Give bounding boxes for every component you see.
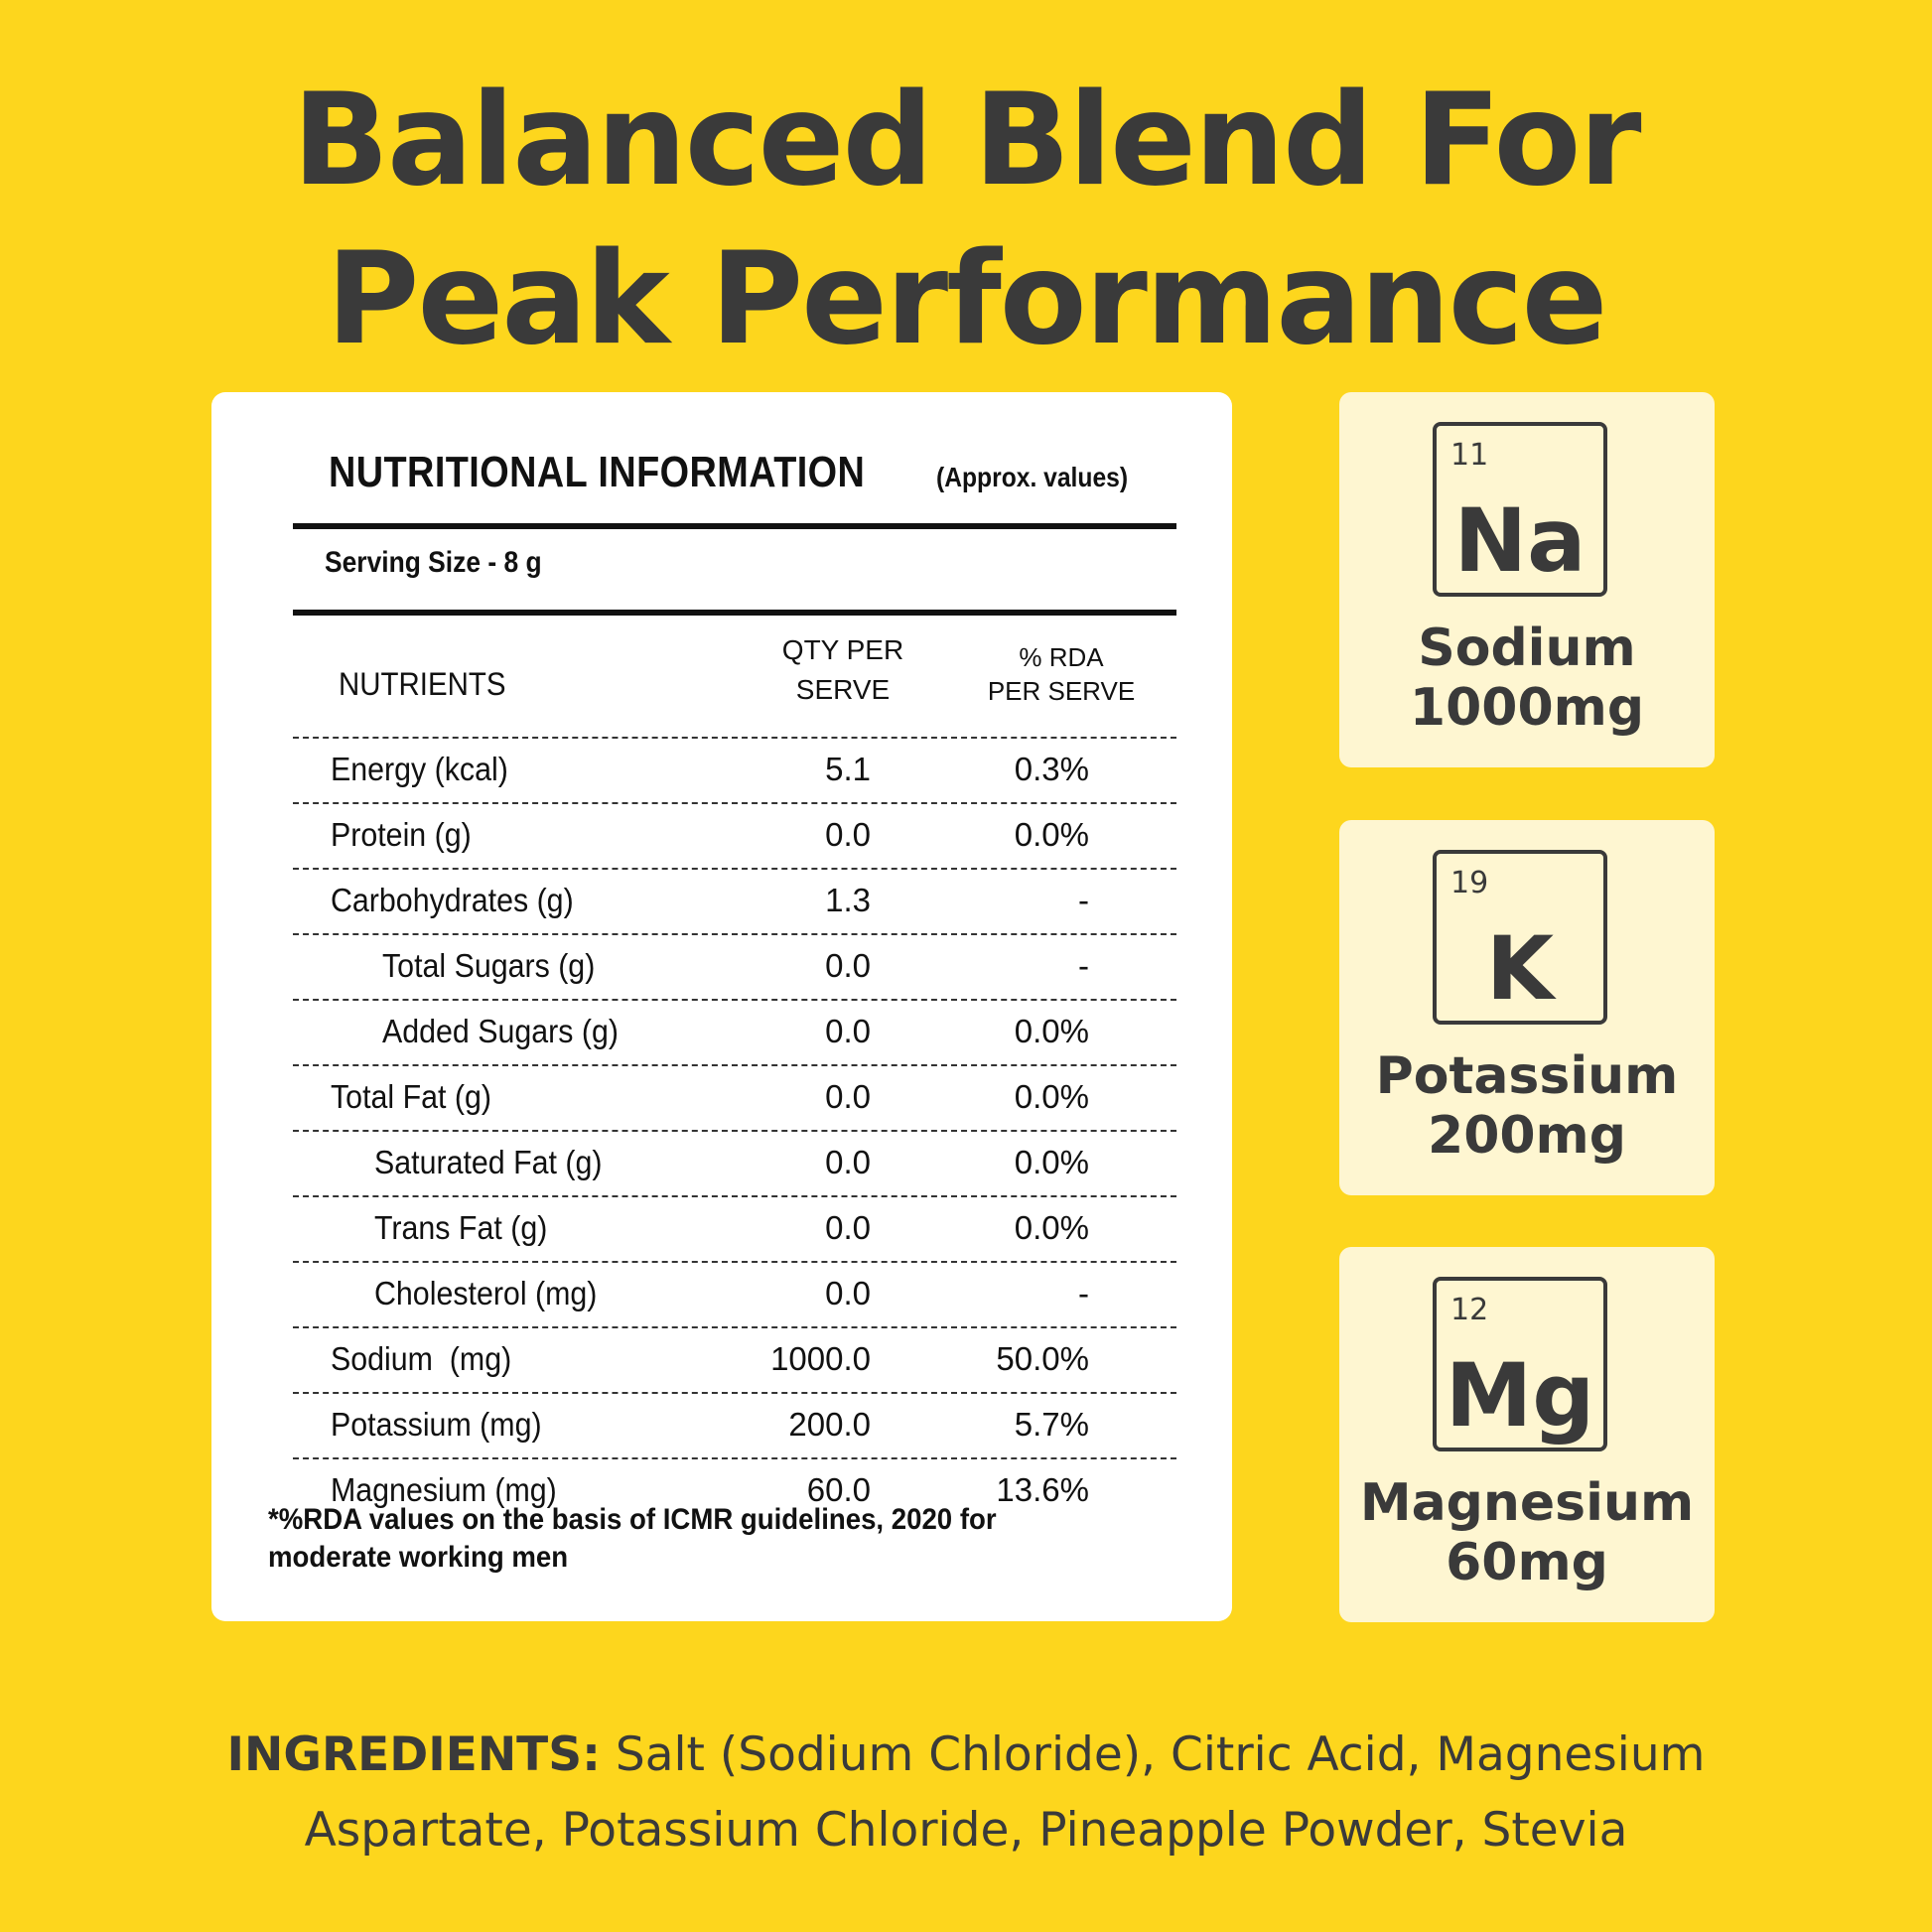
table-row: Sodium (mg) 1000.0 50.0% <box>293 1326 1176 1392</box>
row-nutrient: Saturated Fat (g) <box>374 1144 603 1180</box>
ingredients: INGREDIENTS: Salt (Sodium Chloride), Cit… <box>0 1718 1932 1868</box>
mineral-name: Magnesium <box>1359 1473 1695 1533</box>
row-nutrient: Trans Fat (g) <box>374 1209 548 1246</box>
header-rda-line-1: % RDA <box>1019 642 1104 672</box>
mineral-card-magnesium: 12 Mg Magnesium 60mg <box>1339 1247 1715 1622</box>
mineral-card-sodium: 11 Na Sodium 1000mg <box>1339 392 1715 767</box>
row-rda: 13.6% <box>996 1471 1089 1508</box>
serving-size: Serving Size - 8 g <box>325 546 542 579</box>
atomic-number: 19 <box>1450 866 1489 900</box>
row-rda: 0.0% <box>1014 1013 1089 1049</box>
row-qty: 1000.0 <box>770 1340 871 1377</box>
table-row: Energy (kcal) 5.1 0.3% <box>293 737 1176 802</box>
header-qty-line-1: QTY PER <box>781 634 904 665</box>
header-qty-line-2: SERVE <box>795 674 891 705</box>
row-rda: - <box>1078 947 1089 984</box>
row-rda: 0.0% <box>1014 1144 1089 1180</box>
mineral-name: Sodium <box>1418 619 1636 678</box>
divider-rule <box>293 610 1176 616</box>
element-tile-potassium: 19 K <box>1433 850 1607 1025</box>
row-qty: 200.0 <box>788 1406 871 1443</box>
divider-rule <box>293 523 1176 529</box>
table-row: Trans Fat (g) 0.0 0.0% <box>293 1195 1176 1261</box>
row-rda: 0.0% <box>1014 1078 1089 1115</box>
row-rda: 0.0% <box>1014 816 1089 853</box>
headline-line-1: Balanced Blend For <box>292 67 1641 214</box>
nutrition-panel: NUTRITIONAL INFORMATION (Approx. values)… <box>211 392 1232 1621</box>
atomic-number: 11 <box>1450 438 1489 473</box>
nutrition-title: NUTRITIONAL INFORMATION <box>329 448 866 496</box>
table-row: Cholesterol (mg) 0.0 - <box>293 1261 1176 1326</box>
row-rda: - <box>1078 1275 1089 1311</box>
table-row: Added Sugars (g) 0.0 0.0% <box>293 999 1176 1064</box>
row-nutrient: Added Sugars (g) <box>382 1013 619 1049</box>
row-nutrient: Energy (kcal) <box>331 751 508 787</box>
row-qty: 5.1 <box>825 751 871 787</box>
table-row: Carbohydrates (g) 1.3 - <box>293 868 1176 933</box>
element-tile-magnesium: 12 Mg <box>1433 1277 1607 1451</box>
mineral-card-potassium: 19 K Potassium 200mg <box>1339 820 1715 1195</box>
row-qty: 0.0 <box>825 816 871 853</box>
mineral-amount: 60mg <box>1446 1533 1608 1592</box>
ingredients-text-2: Aspartate, Potassium Chloride, Pineapple… <box>304 1803 1628 1858</box>
nutrition-subtitle: (Approx. values) <box>936 462 1129 492</box>
mineral-amount: 200mg <box>1428 1106 1626 1166</box>
ingredients-text-1: Salt (Sodium Chloride), Citric Acid, Mag… <box>615 1727 1706 1782</box>
row-qty: 0.0 <box>825 1209 871 1246</box>
table-row: Potassium (mg) 200.0 5.7% <box>293 1392 1176 1457</box>
table-row: Saturated Fat (g) 0.0 0.0% <box>293 1130 1176 1195</box>
row-nutrient: Potassium (mg) <box>331 1406 542 1443</box>
mineral-amount: 1000mg <box>1409 678 1645 738</box>
header-rda-line-2: PER SERVE <box>987 676 1136 706</box>
row-qty: 0.0 <box>825 1013 871 1049</box>
row-nutrient: Total Sugars (g) <box>382 947 596 984</box>
row-rda: 0.3% <box>1014 751 1089 787</box>
mineral-label: Sodium 1000mg <box>1339 619 1715 738</box>
row-rda: 50.0% <box>996 1340 1089 1377</box>
mineral-label: Potassium 200mg <box>1339 1046 1715 1166</box>
row-qty: 0.0 <box>825 1275 871 1311</box>
header-rda: % RDA PER SERVE <box>972 640 1151 708</box>
element-symbol: K <box>1485 917 1555 1020</box>
table-row: Protein (g) 0.0 0.0% <box>293 802 1176 868</box>
row-rda: - <box>1078 882 1089 918</box>
mineral-label: Magnesium 60mg <box>1339 1473 1715 1592</box>
element-symbol: Mg <box>1445 1344 1595 1447</box>
row-nutrient: Cholesterol (mg) <box>374 1275 598 1311</box>
table-row: Total Sugars (g) 0.0 - <box>293 933 1176 999</box>
header-qty: QTY PER SERVE <box>763 630 922 710</box>
nutrition-table: Energy (kcal) 5.1 0.3% Protein (g) 0.0 0.0% … <box>293 737 1176 1523</box>
row-qty: 1.3 <box>825 882 871 918</box>
header-nutrients: NUTRIENTS <box>339 666 506 702</box>
table-row: Total Fat (g) 0.0 0.0% <box>293 1064 1176 1130</box>
row-qty: 0.0 <box>825 1144 871 1180</box>
mineral-name: Potassium <box>1375 1046 1679 1106</box>
element-tile-sodium: 11 Na <box>1433 422 1607 597</box>
row-nutrient: Total Fat (g) <box>331 1078 491 1115</box>
row-rda: 5.7% <box>1014 1406 1089 1443</box>
ingredients-label: INGREDIENTS: <box>226 1727 601 1782</box>
atomic-number: 12 <box>1450 1293 1489 1327</box>
row-qty: 60.0 <box>806 1471 871 1508</box>
row-rda: 0.0% <box>1014 1209 1089 1246</box>
row-nutrient: Protein (g) <box>331 816 472 853</box>
row-qty: 0.0 <box>825 947 871 984</box>
row-nutrient: Magnesium (mg) <box>331 1471 557 1508</box>
row-qty: 0.0 <box>825 1078 871 1115</box>
row-nutrient: Carbohydrates (g) <box>331 882 574 918</box>
ingredients-line-1: INGREDIENTS: Salt (Sodium Chloride), Cit… <box>0 1718 1932 1793</box>
headline-line-2: Peak Performance <box>326 225 1608 373</box>
table-row: Magnesium (mg) 60.0 13.6% <box>293 1457 1176 1523</box>
headline: Balanced Blend For Peak Performance <box>0 62 1932 379</box>
rda-footnote: *%RDA values on the basis of ICMR guidel… <box>268 1503 997 1574</box>
row-nutrient: Sodium (mg) <box>331 1340 512 1377</box>
element-symbol: Na <box>1453 489 1587 592</box>
